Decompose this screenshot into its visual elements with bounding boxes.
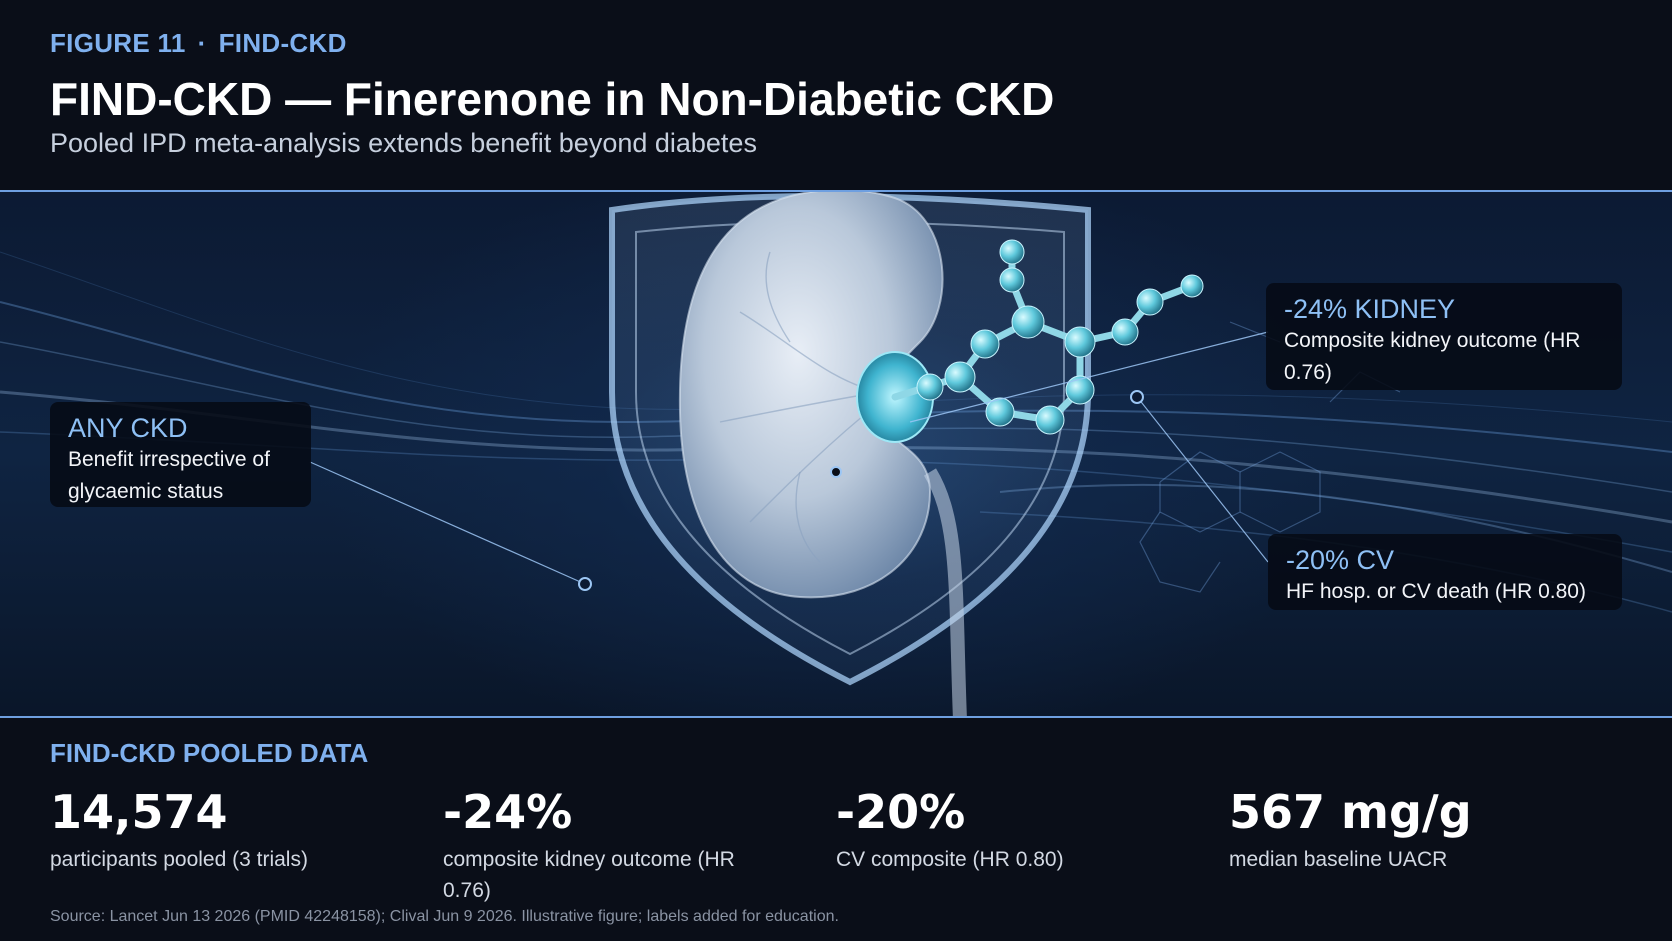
callout-any-ckd: ANY CKD Benefit irrespective of glycaemi… — [50, 402, 311, 507]
stat-label: participants pooled (3 trials) — [50, 848, 308, 871]
callout-any-ckd-body: Benefit irrespective of glycaemic status — [68, 448, 270, 503]
callout-kidney-heading: -24% KIDNEY — [1284, 294, 1456, 324]
stat-value: 567 mg/g — [1229, 785, 1472, 839]
figure-header: FIGURE 11 · FIND-CKD FIND-CKD — Finerenone… — [0, 0, 1672, 190]
page-title: FIND-CKD — Finerenone in Non-Diabetic CK… — [50, 73, 1055, 125]
callout-any-ckd-heading: ANY CKD — [68, 413, 188, 443]
stat-uacr: 567 mg/g median baseline UACR — [1229, 784, 1559, 875]
leader-lines — [309, 331, 1269, 585]
leader-markers — [578, 390, 1144, 591]
source-note: Source: Lancet Jun 13 2026 (PMID 4224815… — [50, 908, 839, 925]
stat-kidney-outcome: -24% composite kidney outcome (HR 0.76) — [443, 784, 773, 906]
kicker-separator: · — [197, 28, 207, 58]
stat-participants: 14,574 participants pooled (3 trials) — [50, 784, 380, 875]
callout-cv-heading: -20% CV — [1286, 545, 1395, 575]
callout-kidney-body: Composite kidney outcome (HR 0.76) — [1284, 329, 1581, 384]
stat-label: composite kidney outcome (HR 0.76) — [443, 848, 735, 902]
stat-label: median baseline UACR — [1229, 848, 1448, 871]
stat-value: -20% — [836, 785, 966, 839]
stat-cv-composite: -20% CV composite (HR 0.80) — [836, 784, 1166, 875]
callout-cv-body: HF hosp. or CV death (HR 0.80) — [1286, 580, 1586, 603]
stats-title: FIND-CKD POOLED DATA — [50, 738, 369, 768]
callout-kidney: -24% KIDNEY Composite kidney outcome (HR… — [1266, 283, 1622, 390]
molecule-icon — [891, 239, 1204, 435]
stat-value: -24% — [443, 785, 573, 839]
callout-cv: -20% CV HF hosp. or CV death (HR 0.80) — [1268, 534, 1622, 610]
page-subtitle: Pooled IPD meta-analysis extends benefit… — [50, 128, 757, 158]
figure-kicker: FIGURE 11 · FIND-CKD — [50, 28, 347, 59]
stats-panel: FIND-CKD POOLED DATA 14,574 participants… — [0, 718, 1672, 941]
hero-illustration: ANY CKD Benefit irrespective of glycaemi… — [0, 190, 1672, 718]
illustration-canvas — [0, 192, 1672, 716]
trial-tag: FIND-CKD — [218, 28, 347, 58]
stat-label: CV composite (HR 0.80) — [836, 848, 1064, 871]
stat-value: 14,574 — [50, 785, 228, 839]
figure-label: FIGURE 11 — [50, 28, 186, 58]
